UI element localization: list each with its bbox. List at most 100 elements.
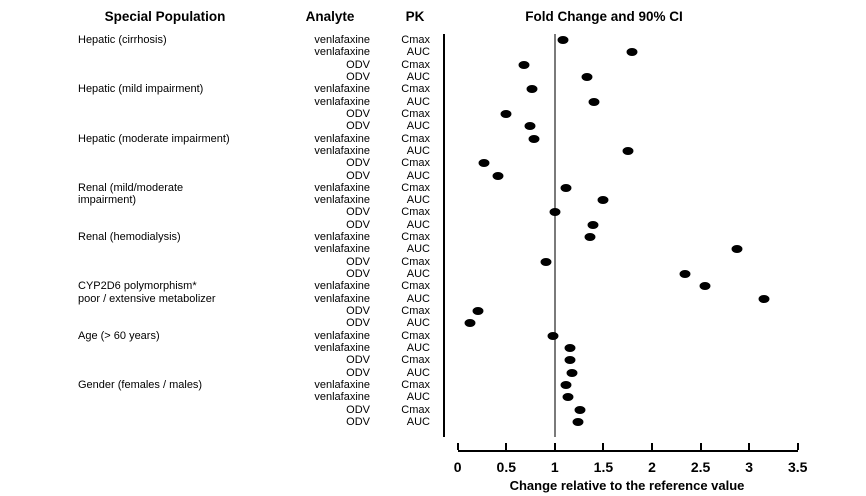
analyte-label: venlafaxine — [314, 181, 370, 194]
population-label: Hepatic (mild impairment) — [78, 83, 204, 96]
population-label: Hepatic (cirrhosis) — [78, 34, 167, 46]
x-tick — [602, 443, 605, 450]
analyte-label: ODV — [346, 415, 370, 428]
pk-label: AUC — [406, 243, 430, 256]
pk-label: Cmax — [401, 107, 430, 120]
pk-label: AUC — [406, 70, 430, 83]
pk-label: Cmax — [401, 157, 430, 170]
pk-label: AUC — [406, 169, 430, 182]
data-point — [547, 331, 559, 340]
analyte-label: ODV — [346, 169, 370, 182]
analyte-label: venlafaxine — [314, 83, 370, 96]
data-point — [500, 109, 512, 118]
pk-label: Cmax — [401, 378, 430, 391]
pk-label: AUC — [406, 342, 430, 354]
data-point — [731, 245, 743, 254]
pk-label: AUC — [406, 268, 430, 281]
analyte-label: ODV — [346, 206, 370, 219]
data-point — [524, 122, 536, 131]
analyte-label: venlafaxine — [314, 342, 370, 354]
population-label: Age (> 60 years) — [78, 329, 160, 342]
reference-line — [554, 34, 556, 437]
analyte-label: venlafaxine — [314, 194, 370, 207]
data-point — [540, 257, 552, 266]
x-tick-label: 0 — [453, 459, 462, 475]
x-tick — [505, 443, 508, 450]
pk-label: Cmax — [401, 58, 430, 71]
data-point — [492, 171, 504, 180]
x-tick — [456, 443, 459, 450]
analyte-label: venlafaxine — [314, 243, 370, 256]
data-point — [566, 368, 578, 377]
analyte-label: venlafaxine — [314, 378, 370, 391]
analyte-label: ODV — [346, 157, 370, 170]
population-label: poor / extensive metabolizer — [78, 292, 216, 305]
analyte-label: ODV — [346, 305, 370, 318]
x-tick-label: 1.5 — [593, 459, 614, 475]
analyte-label: venlafaxine — [314, 46, 370, 59]
data-point — [758, 294, 770, 303]
pk-label: AUC — [406, 317, 430, 330]
x-tick — [748, 443, 751, 450]
column-header-pk: PK — [405, 9, 425, 24]
x-tick — [699, 443, 702, 450]
data-point — [549, 208, 561, 217]
data-point — [528, 134, 540, 143]
column-header-special-population: Special Population — [104, 9, 226, 24]
data-point — [518, 60, 530, 69]
x-axis-line — [457, 450, 798, 452]
x-tick — [796, 443, 799, 450]
pk-label: Cmax — [401, 181, 430, 194]
analyte-label: venlafaxine — [314, 132, 370, 145]
analyte-label: ODV — [346, 403, 370, 416]
data-point — [581, 72, 593, 81]
analyte-label: venlafaxine — [314, 231, 370, 244]
analyte-label: venlafaxine — [314, 391, 370, 404]
analyte-label: venlafaxine — [314, 280, 370, 293]
population-label: Renal (hemodialysis) — [78, 231, 181, 244]
analyte-label: venlafaxine — [314, 329, 370, 342]
analyte-label: venlafaxine — [314, 34, 370, 46]
x-tick-label: 3.5 — [787, 459, 808, 475]
analyte-label: ODV — [346, 120, 370, 133]
pk-label: Cmax — [401, 132, 430, 145]
pk-label: Cmax — [401, 34, 430, 46]
x-tick — [553, 443, 556, 450]
analyte-label: ODV — [346, 317, 370, 330]
data-point — [560, 183, 572, 192]
analyte-label: ODV — [346, 218, 370, 231]
pk-label: Cmax — [401, 403, 430, 416]
pk-label: AUC — [406, 415, 430, 428]
data-point — [472, 307, 484, 316]
pk-label: Cmax — [401, 305, 430, 318]
pk-label: Cmax — [401, 280, 430, 293]
pk-label: AUC — [406, 194, 430, 207]
data-point — [622, 146, 634, 155]
pk-label: AUC — [406, 391, 430, 404]
analyte-label: ODV — [346, 366, 370, 379]
analyte-label: ODV — [346, 107, 370, 120]
x-tick — [650, 443, 653, 450]
pk-label: AUC — [406, 46, 430, 59]
data-point — [679, 270, 691, 279]
data-point — [574, 405, 586, 414]
analyte-label: ODV — [346, 268, 370, 281]
data-point — [464, 319, 476, 328]
data-point — [564, 356, 576, 365]
data-point — [478, 159, 490, 168]
data-point — [572, 417, 584, 426]
population-label: CYP2D6 polymorphism* — [78, 280, 197, 293]
analyte-label: venlafaxine — [314, 292, 370, 305]
pk-label: AUC — [406, 144, 430, 157]
population-label: impairment) — [78, 194, 137, 207]
population-label: Renal (mild/moderate — [78, 181, 184, 194]
pk-label: AUC — [406, 292, 430, 305]
column-header-analyte: Analyte — [305, 9, 355, 24]
pk-label: Cmax — [401, 255, 430, 268]
data-point — [588, 97, 600, 106]
pk-label: AUC — [406, 95, 430, 108]
x-tick-label: 3 — [745, 459, 754, 475]
data-point — [587, 220, 599, 229]
pk-label: Cmax — [401, 206, 430, 219]
